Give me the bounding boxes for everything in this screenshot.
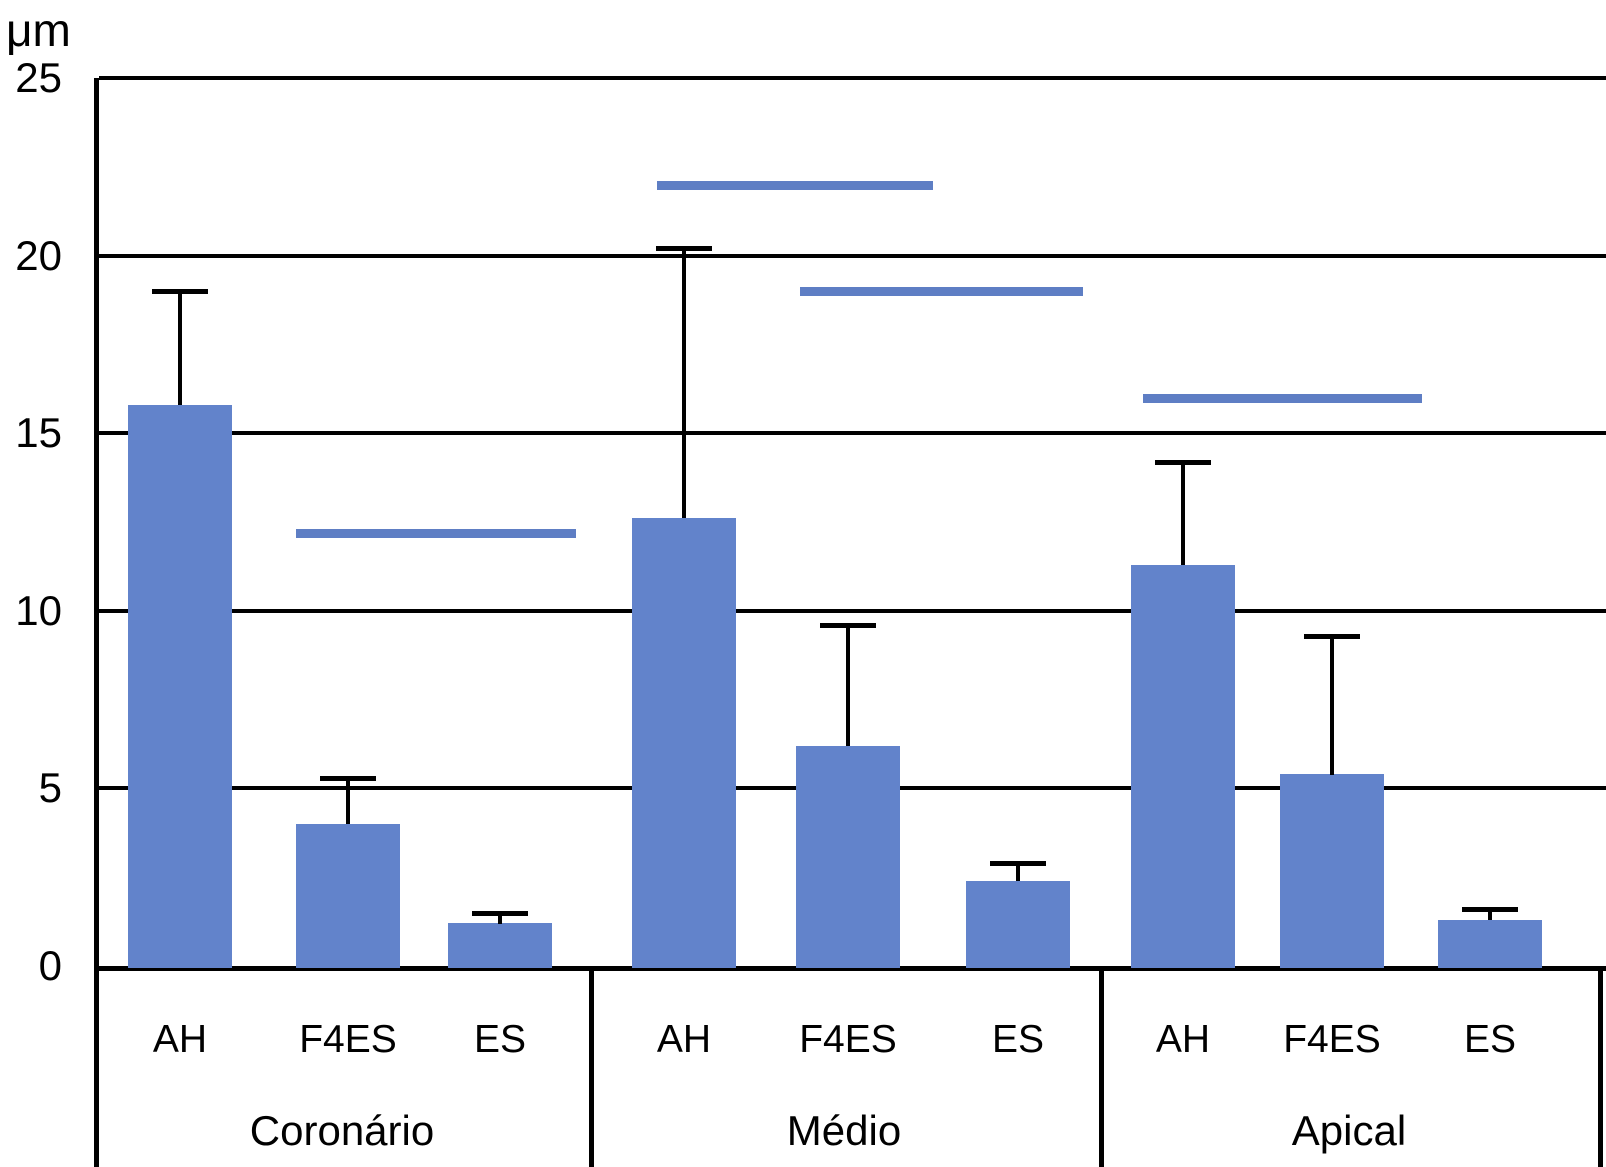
x-label-apical-ah: AH bbox=[1155, 1018, 1211, 1061]
bar-coronario-ah bbox=[128, 405, 232, 968]
x-label-coronario-es: ES bbox=[473, 1018, 527, 1061]
error-bar-cap-coronario-es bbox=[472, 911, 528, 916]
x-label-coronario-ah: AH bbox=[152, 1018, 208, 1061]
y-tick-label-10: 10 bbox=[15, 586, 62, 634]
group-label-coronario: Coronário bbox=[249, 1107, 435, 1154]
x-label-apical-es: ES bbox=[1463, 1018, 1517, 1061]
error-bar-cap-apical-es bbox=[1462, 907, 1518, 912]
gridline-10 bbox=[99, 608, 1606, 613]
y-tick-label-0: 0 bbox=[38, 942, 62, 989]
significance-line-3 bbox=[800, 287, 1083, 296]
group-divider-2 bbox=[1099, 966, 1104, 1167]
bar-medio-f4es bbox=[796, 746, 900, 968]
x-label-apical-f4es: F4ES bbox=[1283, 1018, 1381, 1061]
error-bar-stem-apical-es bbox=[1488, 909, 1492, 920]
error-bar-cap-apical-ah bbox=[1155, 460, 1211, 465]
error-bar-stem-medio-es bbox=[1016, 863, 1020, 881]
error-bar-cap-apical-f4es bbox=[1304, 634, 1360, 639]
error-bar-stem-medio-f4es bbox=[846, 625, 850, 746]
bar-medio-es bbox=[966, 881, 1070, 968]
gridline-15 bbox=[99, 431, 1606, 436]
error-bar-cap-medio-f4es bbox=[820, 623, 876, 628]
error-bar-stem-medio-ah bbox=[682, 248, 686, 518]
error-bar-stem-apical-f4es bbox=[1330, 636, 1334, 775]
x-label-coronario-f4es: F4ES bbox=[299, 1018, 397, 1061]
x-label-medio-es: ES bbox=[991, 1018, 1045, 1061]
significance-line-4 bbox=[1143, 394, 1422, 403]
error-bar-stem-coronario-es bbox=[498, 913, 502, 924]
error-bar-cap-coronario-ah bbox=[152, 289, 208, 294]
bar-apical-es bbox=[1438, 920, 1542, 968]
bar-apical-f4es bbox=[1280, 774, 1384, 968]
y-tick-label-5: 5 bbox=[38, 764, 62, 812]
y-tick-label-15: 15 bbox=[15, 409, 62, 457]
bar-coronario-es bbox=[448, 923, 552, 968]
group-label-apical: Apical bbox=[1291, 1107, 1407, 1154]
bar-apical-ah bbox=[1131, 565, 1235, 968]
significance-line-2 bbox=[657, 181, 933, 190]
x-label-medio-ah: AH bbox=[656, 1018, 712, 1061]
x-label-medio-f4es: F4ES bbox=[799, 1018, 897, 1061]
bar-coronario-f4es bbox=[296, 824, 400, 968]
error-bar-cap-medio-ah bbox=[656, 246, 712, 251]
error-bar-stem-apical-ah bbox=[1181, 462, 1185, 565]
bar-medio-ah bbox=[632, 518, 736, 968]
label-band-right-border bbox=[1598, 966, 1603, 1167]
y-axis-line bbox=[94, 78, 99, 1167]
error-bar-cap-coronario-f4es bbox=[320, 776, 376, 781]
group-label-medio: Médio bbox=[786, 1107, 902, 1154]
x-axis-line bbox=[94, 966, 1606, 971]
y-axis-title: μm bbox=[6, 4, 71, 56]
error-bar-stem-coronario-ah bbox=[178, 291, 182, 405]
error-bar-cap-medio-es bbox=[990, 861, 1046, 866]
error-bar-stem-coronario-f4es bbox=[346, 778, 350, 824]
significance-line-1 bbox=[296, 529, 576, 538]
y-tick-label-25: 25 bbox=[15, 54, 62, 101]
group-divider-1 bbox=[589, 966, 594, 1167]
y-tick-label-20: 20 bbox=[15, 231, 62, 279]
gridline-25 bbox=[99, 76, 1606, 80]
gridline-20 bbox=[99, 253, 1606, 258]
